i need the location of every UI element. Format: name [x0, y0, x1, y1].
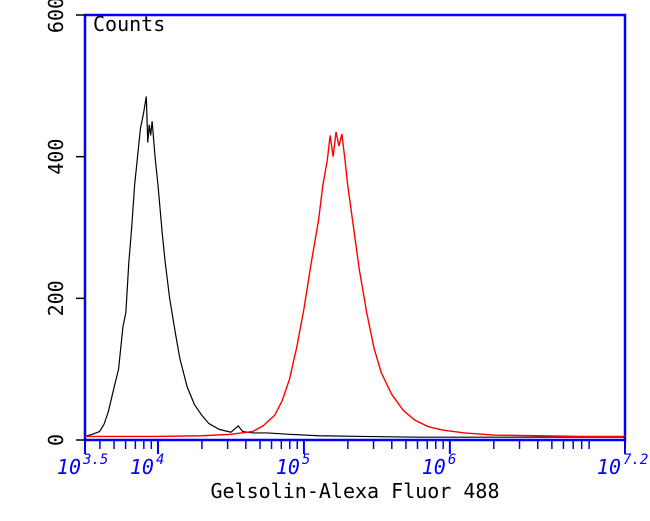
y-tick-label: 600: [44, 0, 68, 33]
y-tick-label: 0: [44, 434, 68, 446]
x-tick-label: 103.5: [57, 452, 108, 479]
svg-text:3.5: 3.5: [82, 452, 108, 468]
svg-text:7.2: 7.2: [623, 452, 648, 468]
x-tick-label: 105: [276, 452, 311, 479]
svg-text:10: 10: [422, 455, 446, 479]
svg-text:10: 10: [597, 455, 621, 479]
svg-text:4: 4: [156, 452, 164, 468]
svg-text:10: 10: [130, 455, 154, 479]
series-control: [85, 96, 625, 437]
x-axis: 103.5104105106107.2: [57, 440, 648, 479]
y-axis-label: Counts: [93, 12, 165, 36]
y-tick-label: 200: [44, 280, 68, 316]
plot-frame: [85, 15, 625, 440]
y-axis: 0 200 400 600: [44, 0, 85, 446]
y-tick-label: 400: [44, 139, 68, 175]
x-axis-label: Gelsolin-Alexa Fluor 488: [211, 479, 500, 503]
svg-text:5: 5: [302, 452, 310, 468]
svg-text:6: 6: [448, 452, 456, 468]
x-tick-label: 106: [422, 452, 457, 479]
svg-text:10: 10: [57, 455, 81, 479]
svg-text:10: 10: [276, 455, 300, 479]
series-group: [85, 96, 625, 437]
series-stained: [85, 132, 625, 437]
x-tick-label: 107.2: [597, 452, 648, 479]
x-tick-label: 104: [130, 452, 165, 479]
flow-cytometry-histogram: 0200400600 103.5104105106107.2 Counts Ge…: [0, 0, 650, 521]
